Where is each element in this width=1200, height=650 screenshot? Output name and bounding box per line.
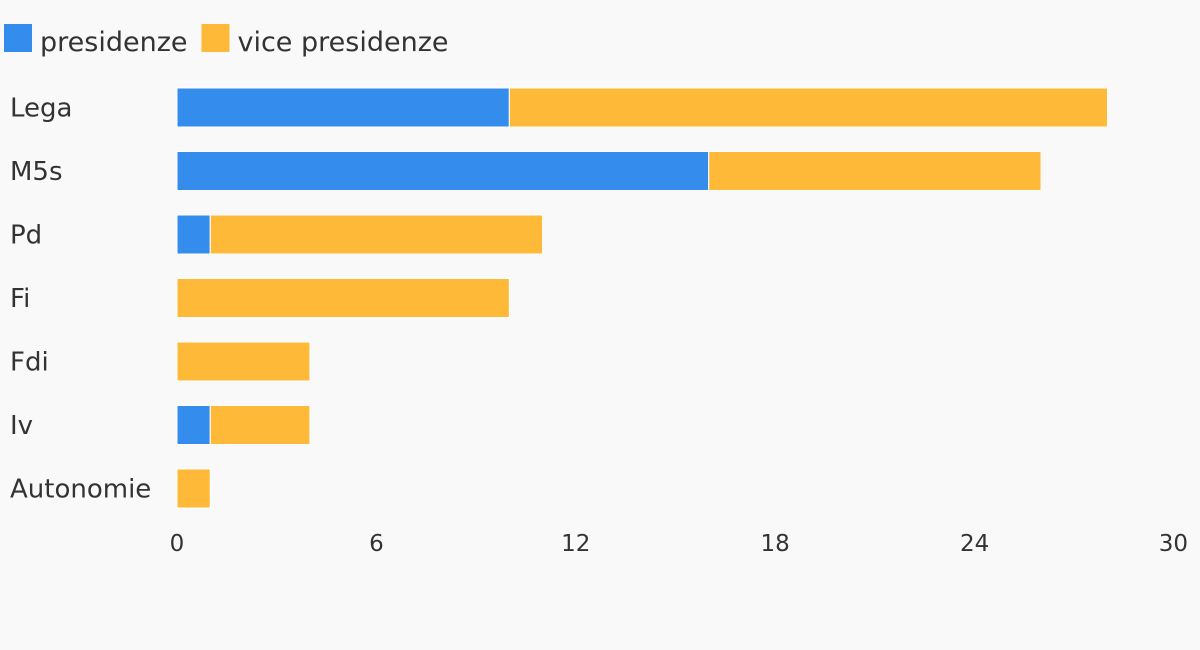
bar-autonomie-vice-presidenze xyxy=(176,468,211,509)
x-tick-label: 30 xyxy=(1159,531,1188,557)
legend: presidenze vice presidenze xyxy=(4,24,448,58)
legend-swatch-1 xyxy=(201,24,230,52)
x-tick-label: 18 xyxy=(761,531,790,557)
bar-iv-vice-presidenze xyxy=(209,405,311,445)
x-tick-label: 0 xyxy=(170,531,185,557)
category-label: Fi xyxy=(10,284,30,314)
category-label: Iv xyxy=(10,411,33,441)
x-tick-label: 24 xyxy=(960,531,989,557)
bar-pd-vice-presidenze xyxy=(209,214,544,255)
bar-lega-presidenze xyxy=(176,87,510,128)
bar-pd-presidenze xyxy=(176,214,211,255)
bars xyxy=(176,87,1109,509)
category-label: M5s xyxy=(10,157,63,187)
x-tick-label: 6 xyxy=(369,531,384,557)
legend-label-1: vice presidenze xyxy=(237,27,448,58)
category-label: Autonomie xyxy=(10,475,151,505)
bar-m5s-presidenze xyxy=(176,151,710,191)
category-label: Fdi xyxy=(10,348,49,378)
category-label: Pd xyxy=(10,221,42,251)
x-axis-ticks: 0 6 12 18 24 30 xyxy=(170,531,1188,557)
bar-lega-vice-presidenze xyxy=(508,87,1109,128)
bar-iv-presidenze xyxy=(176,405,211,445)
bar-m5s-vice-presidenze xyxy=(708,151,1042,191)
bar-fdi-vice-presidenze xyxy=(176,341,311,382)
x-tick-label: 12 xyxy=(561,531,590,557)
legend-label-0: presidenze xyxy=(40,27,187,58)
legend-swatch-0 xyxy=(4,24,32,52)
category-labels: Lega M5s Pd Fi Fdi Iv Autonomie xyxy=(10,94,151,505)
bar-fi-vice-presidenze xyxy=(176,278,510,318)
category-label: Lega xyxy=(10,94,72,124)
